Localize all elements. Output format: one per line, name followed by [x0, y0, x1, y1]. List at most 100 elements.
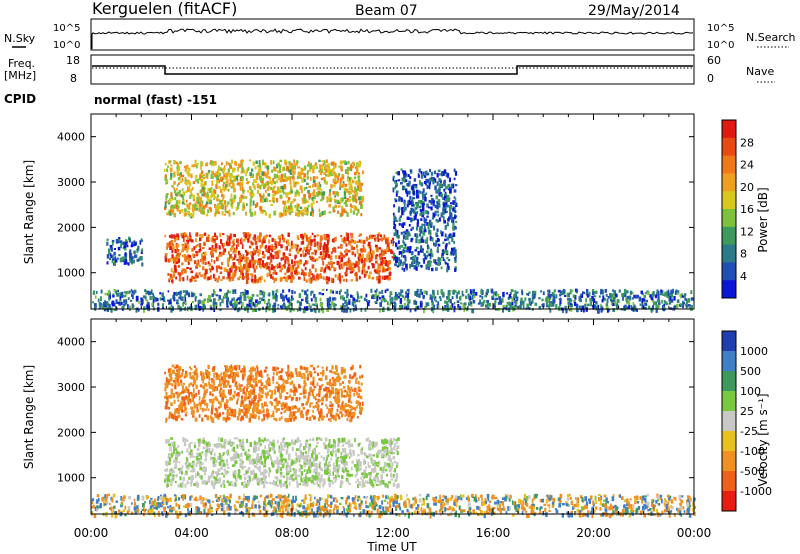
data-cell [211, 267, 215, 270]
data-cell [162, 307, 165, 310]
data-cell [168, 199, 172, 203]
data-cell [323, 210, 326, 215]
data-cell [403, 268, 406, 272]
data-cell [393, 215, 396, 221]
data-cell [415, 266, 418, 271]
data-cell [182, 302, 184, 307]
data-cell [344, 454, 348, 459]
data-cell [170, 234, 173, 239]
data-cell [301, 178, 304, 183]
data-cell [346, 288, 349, 293]
data-cell [123, 241, 126, 245]
data-cell [435, 240, 438, 245]
data-cell [340, 460, 343, 464]
data-cell [345, 243, 348, 247]
data-cell [282, 235, 284, 240]
data-cell [407, 174, 410, 178]
data-cell [221, 243, 224, 246]
data-cell [298, 293, 302, 298]
data-cell [386, 474, 388, 477]
data-cell [296, 244, 299, 248]
data-cell [272, 199, 275, 203]
data-cell [244, 237, 247, 240]
data-cell [177, 454, 180, 457]
data-cell [458, 290, 460, 295]
data-cell [122, 246, 125, 250]
data-cell [345, 299, 348, 305]
data-cell [443, 208, 447, 214]
data-cell [281, 265, 283, 269]
data-cell [465, 289, 468, 294]
data-cell [440, 266, 443, 270]
data-cell [241, 445, 244, 448]
data-cell [343, 190, 346, 196]
data-cell [381, 298, 384, 302]
data-cell [325, 164, 329, 168]
data-cell [199, 178, 202, 182]
noise-panel-frame [90, 18, 695, 51]
data-cell [240, 159, 244, 163]
data-cell [438, 217, 441, 222]
data-cell [180, 172, 182, 177]
data-cell [435, 219, 438, 222]
data-cell [294, 243, 297, 249]
data-cell [243, 297, 246, 300]
data-cell [347, 233, 350, 237]
data-cell [445, 198, 448, 202]
data-cell [570, 289, 574, 293]
data-cell [328, 203, 332, 208]
data-cell [186, 291, 189, 296]
data-cell [305, 480, 307, 485]
data-cell [262, 159, 264, 164]
data-cell [227, 274, 230, 279]
data-cell [306, 207, 309, 212]
data-cell [455, 220, 458, 224]
data-cell [141, 239, 144, 242]
data-cell [281, 438, 285, 443]
data-cell [373, 459, 377, 464]
colorbar-frame [721, 119, 737, 299]
data-cell [170, 173, 173, 176]
data-cell [177, 451, 180, 456]
data-cell [396, 246, 400, 250]
data-cell [164, 468, 167, 472]
data-cell [644, 302, 647, 306]
data-cell [309, 268, 311, 272]
data-cell [400, 182, 403, 185]
data-cell [411, 226, 414, 230]
data-cell [307, 189, 310, 194]
data-cell [295, 454, 298, 459]
data-cell [242, 254, 245, 258]
data-cell [404, 236, 407, 241]
data-cell [215, 265, 218, 270]
cpid-value: normal (fast) -151 [94, 93, 217, 107]
data-cell [280, 456, 283, 461]
data-cell [92, 301, 95, 304]
data-cell [328, 211, 332, 214]
data-cell [446, 296, 449, 300]
data-cell [650, 307, 653, 312]
data-cell [357, 179, 361, 184]
data-cell [332, 462, 335, 466]
data-cell [295, 452, 298, 456]
data-cell [378, 265, 381, 269]
data-cell [246, 168, 248, 174]
data-cell [181, 246, 185, 251]
data-cell [190, 192, 193, 197]
data-cell [449, 186, 452, 190]
data-cell [436, 290, 439, 296]
data-cell [243, 189, 246, 192]
data-cell [264, 212, 267, 216]
data-cell [123, 300, 126, 304]
data-cell [255, 173, 258, 176]
data-cell [349, 266, 352, 271]
data-cell [319, 164, 322, 170]
nsky-trace [91, 28, 694, 49]
data-cell [292, 308, 295, 312]
data-cell [324, 465, 327, 470]
data-cell [212, 248, 216, 251]
data-cell [380, 237, 383, 242]
data-cell [240, 184, 244, 187]
data-cell [297, 260, 300, 264]
data-cell [447, 183, 450, 188]
